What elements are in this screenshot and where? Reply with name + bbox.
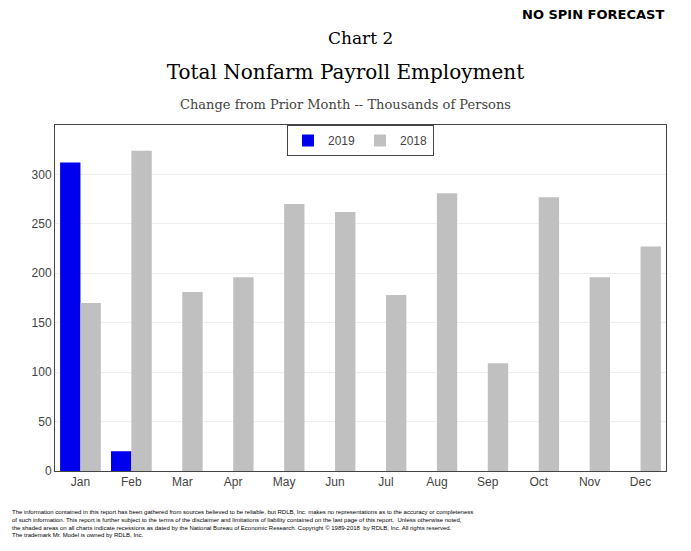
svg-text:Dec: Dec [630,475,651,489]
svg-text:Mar: Mar [172,475,193,489]
svg-text:Aug: Aug [426,475,447,489]
svg-text:Total Nonfarm Payroll Employme: Total Nonfarm Payroll Employment [167,60,525,84]
svg-text:Chart 2: Chart 2 [328,28,393,48]
svg-text:Oct: Oct [529,475,548,489]
svg-text:Jan: Jan [71,475,90,489]
svg-text:300: 300 [32,168,52,182]
svg-text:Feb: Feb [121,475,142,489]
svg-text:150: 150 [32,316,52,330]
svg-text:May: May [273,475,296,489]
svg-text:The information contained in t: The information contained in this report… [12,509,473,538]
svg-text:Jul: Jul [378,475,393,489]
svg-text:100: 100 [32,365,52,379]
svg-text:200: 200 [32,266,52,280]
svg-text:Change from Prior Month -- Tho: Change from Prior Month -- Thousands of … [180,97,511,112]
svg-text:Sep: Sep [477,475,499,489]
svg-text:NO SPIN FORECAST: NO SPIN FORECAST [522,7,664,22]
svg-text:2019: 2019 [328,134,355,148]
svg-text:Jun: Jun [325,475,344,489]
svg-text:Nov: Nov [579,475,600,489]
svg-text:Apr: Apr [224,475,243,489]
svg-text:0: 0 [45,464,52,478]
svg-text:2018: 2018 [400,134,427,148]
svg-text:250: 250 [32,217,52,231]
svg-text:50: 50 [38,415,52,429]
